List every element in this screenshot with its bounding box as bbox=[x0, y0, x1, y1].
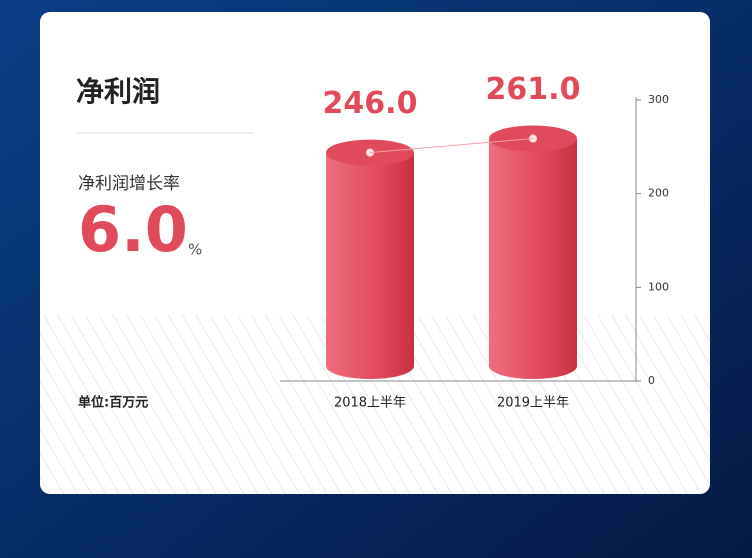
connector bbox=[369, 138, 534, 154]
title: 净利润 bbox=[76, 75, 160, 108]
growth-value: 6.0 bbox=[78, 193, 188, 266]
cylinder-body bbox=[489, 138, 577, 379]
value-label: 246.0 bbox=[323, 86, 418, 121]
unit-note: 单位:百万元 bbox=[78, 395, 148, 411]
bar bbox=[326, 139, 414, 379]
subtitle: 净利润增长率 bbox=[78, 174, 180, 194]
x-tick-label: 2019上半年 bbox=[497, 396, 569, 411]
cylinder-body bbox=[326, 152, 414, 379]
y-tick-label: 0 bbox=[648, 374, 655, 387]
y-tick-label: 200 bbox=[648, 187, 669, 200]
y-tick-label: 100 bbox=[648, 280, 669, 293]
growth-unit: % bbox=[188, 241, 202, 259]
y-tick-label: 300 bbox=[648, 93, 669, 106]
x-tick-label: 2018上半年 bbox=[334, 396, 406, 411]
value-label: 261.0 bbox=[486, 72, 581, 107]
bar bbox=[489, 125, 577, 379]
